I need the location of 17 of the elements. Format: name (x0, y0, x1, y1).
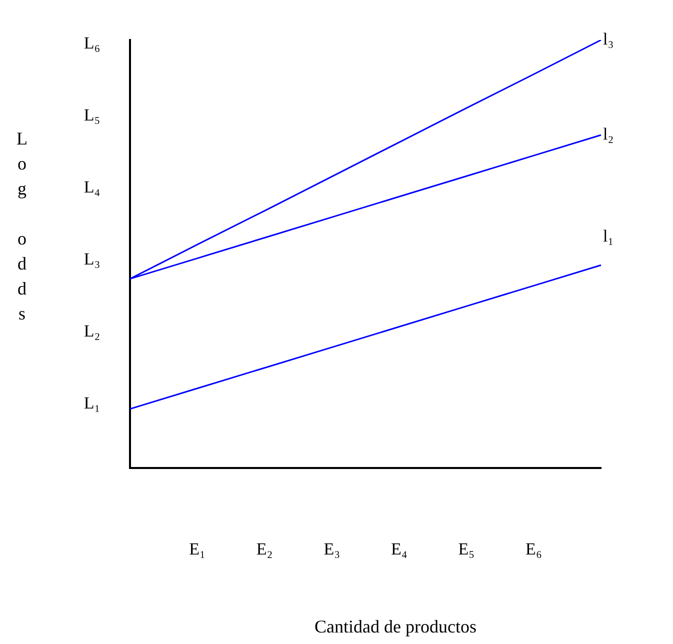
text: L₂ (84, 321, 100, 340)
text: Log odds (16, 128, 28, 324)
series-label: l₂ (603, 124, 614, 144)
x-tick-label: E₆ (526, 540, 542, 559)
series-label: l₃ (603, 29, 614, 48)
x-tick-label: E₄ (390, 540, 408, 559)
text: L₁ (84, 393, 100, 412)
series-label: l₁ (603, 226, 614, 246)
x-tick-label: E₂ (256, 540, 273, 559)
x-tick-label: E₃ (324, 540, 340, 559)
x-tick-label: E₁ (189, 540, 206, 559)
x-axis-title: Cantidad de productos (314, 616, 476, 637)
text: L₅ (84, 106, 100, 125)
text: L₆ (84, 34, 100, 53)
text: L₄ (84, 178, 100, 197)
text: L₃ (84, 249, 100, 268)
x-tick-label: E₅ (458, 540, 475, 559)
